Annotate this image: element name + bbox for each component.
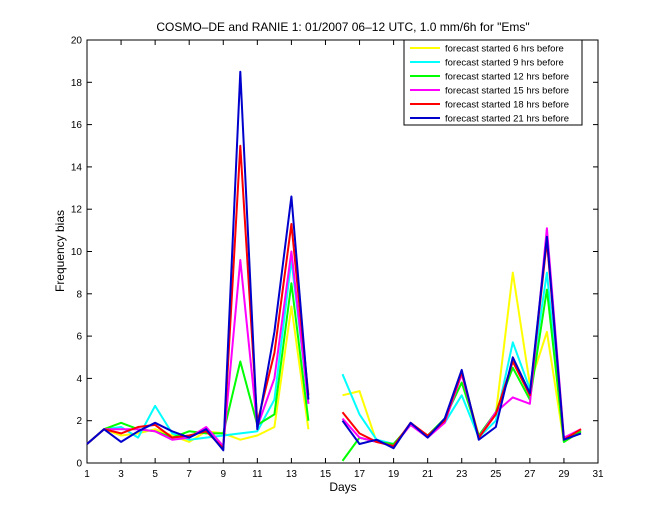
y-tick-label: 4 [76,374,82,385]
x-tick-label: 5 [152,469,158,480]
y-tick-label: 14 [71,162,83,173]
series-segment [341,271,582,445]
x-tick-label: 11 [252,469,263,480]
x-tick-label: 25 [490,469,502,480]
x-tick-label: 1 [84,469,90,480]
legend-item-label: forecast started 21 hrs before [445,114,569,125]
x-tick-label: 21 [422,469,434,480]
y-tick-label: 20 [71,36,83,47]
x-tick-label: 9 [220,469,226,480]
y-tick-label: 16 [71,120,83,131]
x-tick-label: 3 [118,469,124,480]
legend-item-label: forecast started 12 hrs before [445,72,569,83]
y-tick-label: 12 [71,205,83,216]
legend: forecast started 6 hrs before forecast st… [403,39,583,126]
y-tick-label: 8 [76,289,82,300]
series-line [86,70,582,452]
series-segment [86,305,310,445]
x-tick-label: 13 [286,469,298,480]
legend-item-label: forecast started 18 hrs before [445,100,569,111]
legend-item-label: forecast started 9 hrs before [445,58,564,69]
legend-box [403,39,583,126]
y-tick-label: 18 [71,78,83,89]
series-segment [341,235,582,450]
x-tick-label: 29 [558,469,570,480]
x-tick-label: 31 [592,469,604,480]
x-tick-label: 7 [186,469,192,480]
y-tick-label: 6 [76,332,82,343]
y-tick-label: 10 [71,247,83,258]
x-axis-label: Days [329,480,356,494]
y-tick-label: 0 [76,459,82,470]
x-tick-label: 27 [524,469,536,480]
legend-item-label: forecast started 15 hrs before [445,86,569,97]
x-tick-label: 19 [388,469,400,480]
x-tick-label: 15 [320,469,332,480]
legend-item-label: forecast started 6 hrs before [445,44,564,55]
axis-ticks: 1 3 5 7 9 11 13 15 17 19 21 23 25 27 29 310246810121416… [71,36,604,481]
x-tick-label: 23 [456,469,468,480]
series-segment [86,70,310,452]
x-tick-label: 17 [354,469,366,480]
y-axis-label: Frequency bias [53,210,67,292]
y-tick-label: 2 [76,416,82,427]
chart-title: COSMO–DE and RANIE 1: 01/2007 06–12 UTC,… [156,20,529,34]
series-layer [86,70,582,462]
